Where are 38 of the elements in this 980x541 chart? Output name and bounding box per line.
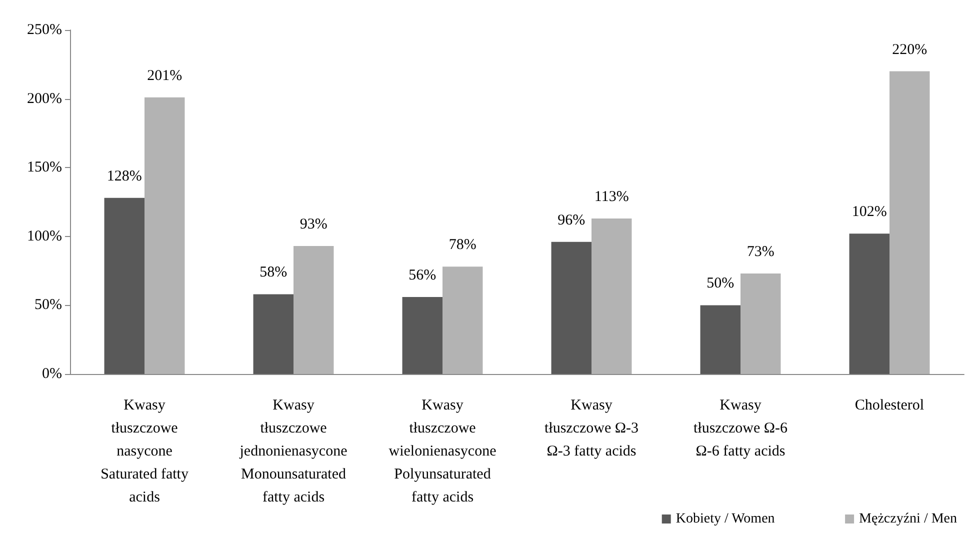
x-tick-label: Kwasy tłuszczowe Ω-6 Ω-6 fatty acids — [693, 398, 788, 460]
y-tick-label: 50% — [34, 297, 62, 314]
data-label: 56% — [408, 267, 436, 284]
bar — [402, 296, 442, 374]
y-tick-label: 0% — [42, 366, 62, 382]
bar — [442, 266, 483, 374]
bar — [144, 97, 185, 374]
x-tick-label: Kwasy tłuszczowe nasycone Saturated fatty acids — [100, 398, 189, 506]
bar — [294, 246, 334, 374]
y-tick-label: 250% — [27, 22, 62, 38]
data-label: 102% — [852, 204, 887, 220]
x-tick-label: Cholesterol — [854, 398, 924, 414]
y-tick-label: 200% — [27, 90, 62, 107]
bar — [890, 71, 930, 374]
bar — [849, 234, 890, 374]
data-label: 220% — [892, 42, 928, 58]
y-tick-label: 150% — [27, 160, 62, 176]
y-tick-label: 100% — [27, 228, 62, 244]
data-label: 73% — [746, 244, 774, 260]
x-tick-label: Kwasy tłuszczowe jednonienasycone Monounsaturated fatty acids — [238, 398, 348, 506]
bar — [592, 218, 632, 374]
data-label: 50% — [706, 276, 734, 292]
x-tick-label: Kwasy tłuszczowe Ω-3 Ω-3 fatty acids — [544, 398, 639, 460]
legend-label: Mężczyźni / Men — [859, 512, 958, 526]
bar — [700, 305, 740, 374]
data-label: 58% — [260, 264, 288, 281]
bar — [740, 274, 781, 374]
data-label: 78% — [448, 237, 476, 254]
data-label: 93% — [300, 216, 328, 233]
x-tick-label: Kwasy tłuszczowe wielonienasycone Polyunsaturated fatty acids — [388, 398, 497, 506]
data-label: 201% — [147, 68, 182, 84]
bar — [551, 242, 592, 374]
legend-label: Kobiety / Women — [676, 512, 775, 526]
bar — [104, 198, 144, 374]
data-label: 96% — [558, 212, 586, 228]
data-label: 113% — [594, 189, 629, 206]
bar — [253, 294, 294, 374]
data-label: 128% — [106, 168, 142, 184]
